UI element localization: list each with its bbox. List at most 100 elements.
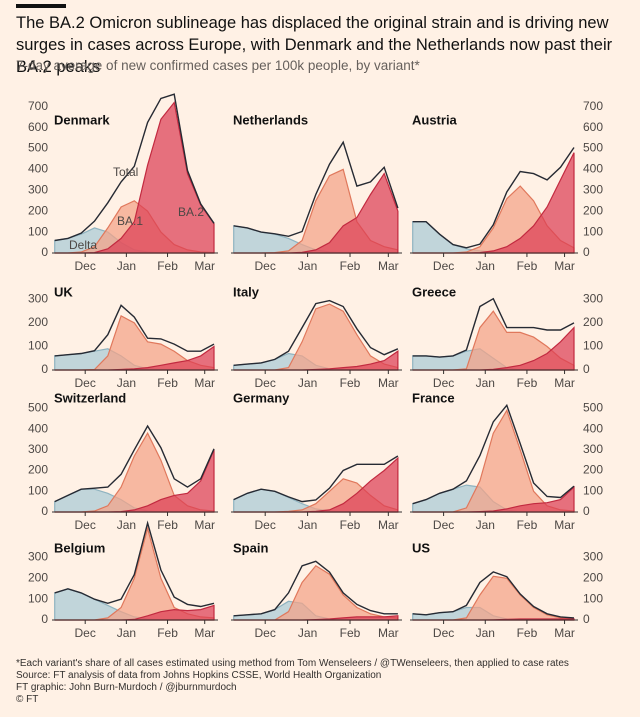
panel-title: Austria [412,112,458,127]
y-tick-label: 200 [28,463,48,477]
panel-title: Switzerland [54,390,126,405]
x-tick-label: Jan [117,626,136,640]
y-tick-label: 100 [28,339,48,353]
y-tick-label: 600 [583,120,603,134]
x-tick-label: Mar [554,626,575,640]
y-tick-label: 700 [28,99,48,113]
y-tick-label: 100 [583,591,603,605]
y-tick-label: 0 [583,504,590,518]
x-tick-label: Jan [298,259,317,273]
total-line [233,455,399,503]
x-tick-label: Feb [340,626,361,640]
x-tick-label: Dec [255,626,276,640]
total-line [233,140,399,238]
y-tick-label: 300 [583,442,603,456]
x-tick-label: Mar [554,259,575,273]
note: Source: FT analysis of data from Johns H… [16,670,382,681]
subtitle: 7-day average of new confirmed cases per… [16,58,420,73]
notes: *Each variant's share of all cases estim… [16,658,569,706]
total-line [412,571,575,619]
y-tick-label: 300 [28,442,48,456]
y-tick-label: 600 [28,120,48,134]
x-tick-label: Mar [378,376,399,390]
x-tick-label: Mar [554,376,575,390]
y-tick-label: 400 [28,162,48,176]
y-tick-label: 400 [583,421,603,435]
panel-title: Spain [233,540,268,555]
total-line [412,297,575,358]
x-tick-label: Feb [340,518,361,532]
y-tick-label: 0 [583,612,590,626]
x-tick-label: Feb [517,376,538,390]
y-tick-label: 100 [28,591,48,605]
y-tick-label: 200 [583,203,603,217]
x-tick-label: Mar [194,518,215,532]
x-tick-label: Dec [75,376,96,390]
y-tick-label: 500 [28,401,48,415]
panel-title: Germany [233,390,290,405]
y-tick-label: 100 [583,483,603,497]
y-tick-label: 300 [28,182,48,196]
header-rule [16,4,66,8]
x-tick-label: Jan [298,518,317,532]
x-tick-label: Feb [340,259,361,273]
x-tick-label: Dec [75,626,96,640]
note: *Each variant's share of all cases estim… [16,658,569,669]
x-tick-label: Dec [255,518,276,532]
panel-title: UK [54,284,73,299]
y-tick-label: 500 [28,141,48,155]
series-label: BA.2 [178,205,204,219]
chart-grid: Dec Jan Feb Mar 0 100 200 300 400 500 600 700 Denmar… [28,93,603,640]
panel-title: Greece [412,284,456,299]
panel-title: France [412,390,455,405]
y-tick-label: 300 [583,182,603,196]
note: © FT [16,694,39,705]
y-tick-label: 300 [28,292,48,306]
y-tick-label: 200 [28,571,48,585]
variant-area [233,303,399,371]
y-tick-label: 500 [583,401,603,415]
x-tick-label: Mar [194,259,215,273]
y-tick-label: 0 [41,362,48,376]
total-line [233,560,398,617]
x-tick-label: Mar [378,259,399,273]
x-tick-label: Jan [476,626,495,640]
panel-title: Italy [233,284,260,299]
series-label: BA.1 [117,214,143,228]
x-tick-label: Jan [476,518,495,532]
x-tick-label: Dec [255,259,276,273]
x-tick-label: Jan [117,376,136,390]
x-tick-label: Feb [517,626,538,640]
x-tick-label: Jan [476,376,495,390]
y-tick-label: 300 [583,550,603,564]
note: FT graphic: John Burn-Murdoch / @jburnmu… [16,682,237,693]
x-tick-label: Feb [517,518,538,532]
x-tick-label: Jan [117,259,136,273]
total-line [412,147,575,249]
series-label: Total [113,165,138,179]
total-line [54,424,215,503]
title: The BA.2 Omicron sublineage has displace… [16,14,613,76]
y-tick-label: 100 [583,339,603,353]
y-tick-label: 200 [583,315,603,329]
x-tick-label: Feb [157,376,178,390]
x-tick-label: Feb [340,376,361,390]
panel-title: Denmark [54,112,110,127]
y-tick-label: 0 [583,245,590,259]
x-tick-label: Mar [194,626,215,640]
x-tick-label: Dec [75,518,96,532]
x-tick-label: Feb [517,259,538,273]
y-tick-label: 0 [583,362,590,376]
y-tick-label: 200 [28,203,48,217]
x-tick-label: Feb [157,259,178,273]
total-line [412,403,575,505]
x-tick-label: Jan [476,259,495,273]
panel-title: US [412,540,430,555]
x-tick-label: Feb [157,518,178,532]
y-tick-label: 700 [583,99,603,113]
y-tick-label: 0 [41,504,48,518]
y-tick-label: 300 [28,550,48,564]
y-tick-label: 200 [583,463,603,477]
y-tick-label: 100 [28,224,48,238]
